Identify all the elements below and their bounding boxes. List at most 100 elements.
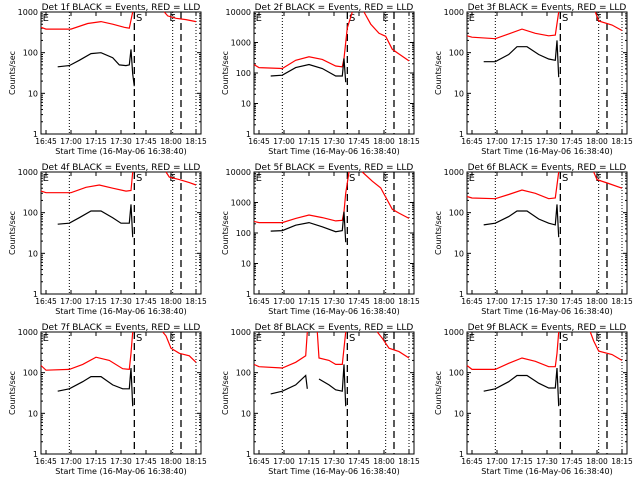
events-series-line: [57, 49, 135, 87]
marker-label: S: [562, 333, 568, 344]
y-tick-label: 1000: [231, 199, 251, 208]
x-tick-label: 18:15: [185, 297, 207, 306]
x-tick-label: 18:15: [185, 137, 207, 146]
y-tick-label: 1: [246, 130, 251, 139]
x-tick-label: 18:15: [398, 457, 420, 466]
x-tick-label: 17:45: [348, 297, 370, 306]
lld-series-line: [253, 331, 308, 369]
x-tick-label: 17:30: [110, 297, 132, 306]
events-series-line: [318, 364, 347, 407]
y-tick-label: 1000: [231, 39, 251, 48]
y-tick-label: 10: [454, 249, 464, 258]
marker-label: E: [382, 13, 388, 24]
y-tick-label: 10: [28, 409, 38, 418]
x-tick-label: 17:15: [85, 297, 107, 306]
y-tick-label: 1000: [18, 168, 38, 177]
events-series-line: [270, 374, 308, 395]
y-tick-label: 10: [241, 100, 251, 109]
y-tick-label: 1000: [444, 8, 464, 17]
x-tick-label: 18:15: [611, 137, 633, 146]
marker-label: S: [562, 173, 568, 184]
plot-frame: [466, 11, 628, 135]
x-tick-label: 17:30: [536, 457, 558, 466]
x-tick-label: 17:15: [511, 137, 533, 146]
marker-label: E: [595, 173, 601, 184]
panel-title: Det 7f BLACK = Events, RED = LLD: [42, 323, 201, 333]
panel-det-9f: Det 9f BLACK = Events, RED = LLD 1 10 100 10…: [434, 323, 633, 476]
plot-frame: [40, 11, 202, 135]
x-tick-label: 17:00: [486, 137, 508, 146]
lld-series-line: [466, 331, 560, 370]
marker-label: E: [169, 13, 175, 24]
y-tick-label: 1000: [18, 328, 38, 337]
x-tick-label: 16:45: [248, 137, 270, 146]
y-tick-label: 1: [459, 130, 464, 139]
y-axis-label: Counts/sec: [434, 371, 443, 415]
x-tick-label: 17:30: [323, 457, 345, 466]
x-tick-label: 17:00: [60, 137, 82, 146]
x-tick-label: 18:15: [611, 457, 633, 466]
marker-label: E: [256, 173, 262, 184]
x-tick-label: 18:00: [373, 137, 395, 146]
marker-label: S: [562, 13, 568, 24]
marker-label: E: [169, 333, 175, 344]
marker-label: E: [595, 333, 601, 344]
panel-title: Det 5f BLACK = Events, RED = LLD: [255, 163, 414, 173]
marker-label: E: [256, 13, 262, 24]
lld-series-line: [361, 171, 410, 219]
x-tick-label: 18:00: [373, 457, 395, 466]
marker-label: E: [43, 173, 49, 184]
x-tick-label: 17:00: [273, 137, 295, 146]
x-tick-label: 17:15: [511, 457, 533, 466]
plot-frame: [40, 331, 202, 455]
events-series-line: [483, 40, 560, 78]
x-tick-label: 17:15: [85, 137, 107, 146]
x-tick-label: 17:15: [298, 137, 320, 146]
x-tick-label: 17:30: [536, 297, 558, 306]
marker-label: S: [136, 333, 142, 344]
x-tick-label: 18:00: [586, 137, 608, 146]
x-tick-label: 18:00: [586, 297, 608, 306]
x-tick-label: 16:45: [461, 297, 483, 306]
x-tick-label: 17:15: [511, 297, 533, 306]
y-tick-label: 100: [449, 209, 464, 218]
lld-series-line: [253, 11, 353, 70]
y-axis-label: Counts/sec: [8, 51, 17, 95]
lld-series-line: [163, 11, 197, 23]
x-tick-label: 17:15: [298, 297, 320, 306]
marker-label: E: [382, 173, 388, 184]
x-tick-label: 18:15: [398, 137, 420, 146]
plot-frame: [466, 171, 628, 295]
lld-series-line: [363, 11, 410, 62]
marker-label: E: [469, 173, 475, 184]
panel-det-1f: Det 1f BLACK = Events, RED = LLD 1 10 100 10…: [8, 3, 207, 156]
panel-det-7f: Det 7f BLACK = Events, RED = LLD 1 10 100 10…: [8, 323, 207, 476]
lld-series-line: [40, 11, 134, 30]
x-tick-label: 18:15: [611, 297, 633, 306]
panel-title: Det 6f BLACK = Events, RED = LLD: [468, 163, 627, 173]
panel-title: Det 8f BLACK = Events, RED = LLD: [255, 323, 414, 333]
x-tick-label: 17:15: [85, 457, 107, 466]
y-tick-label: 1000: [444, 328, 464, 337]
x-tick-label: 17:45: [561, 137, 583, 146]
panel-det-3f: Det 3f BLACK = Events, RED = LLD 1 10 100 10…: [434, 3, 633, 156]
y-tick-label: 100: [449, 49, 464, 58]
x-axis-label: Start Time (16-May-06 16:38:40): [481, 147, 612, 156]
lld-series-line: [40, 331, 134, 371]
y-tick-label: 1000: [231, 328, 251, 337]
panel-title: Det 2f BLACK = Events, RED = LLD: [255, 3, 414, 13]
x-axis-label: Start Time (16-May-06 16:38:40): [268, 467, 399, 476]
lld-series-line: [40, 171, 134, 194]
y-tick-label: 100: [236, 69, 251, 78]
x-tick-label: 17:30: [323, 297, 345, 306]
x-tick-label: 17:30: [323, 137, 345, 146]
x-tick-label: 17:00: [60, 457, 82, 466]
lld-series-line: [253, 171, 350, 224]
x-tick-label: 18:00: [586, 457, 608, 466]
x-tick-label: 18:00: [160, 457, 182, 466]
x-tick-label: 16:45: [248, 297, 270, 306]
x-tick-label: 17:45: [348, 137, 370, 146]
marker-label: E: [43, 333, 49, 344]
marker-label: E: [469, 13, 475, 24]
